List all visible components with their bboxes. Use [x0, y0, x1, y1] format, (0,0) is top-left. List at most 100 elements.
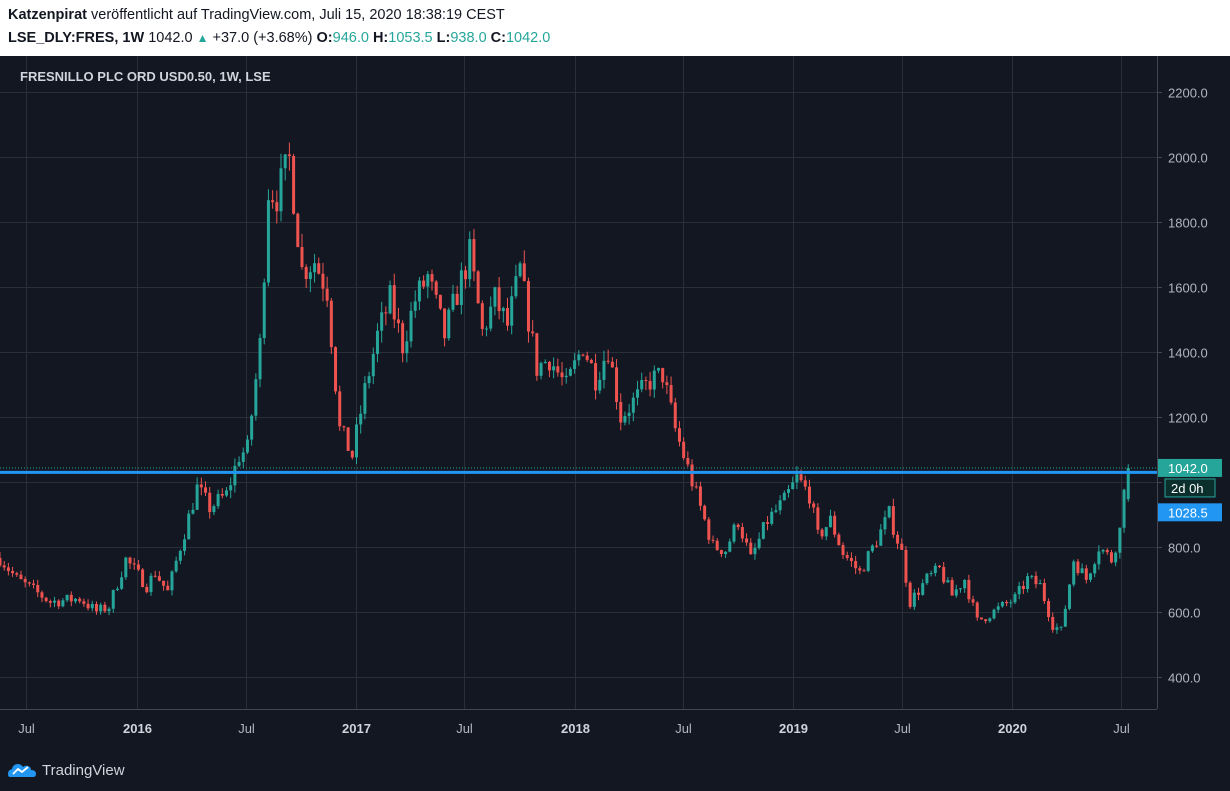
author-name[interactable]: Katzenpirat — [8, 7, 87, 23]
candle-body — [711, 539, 715, 541]
candle-body — [476, 271, 480, 304]
candle-body — [845, 555, 849, 558]
candle-down — [128, 556, 132, 570]
candle-down — [719, 549, 723, 558]
candle-body — [547, 361, 551, 371]
candle-body — [183, 539, 187, 551]
candle-down — [942, 561, 946, 585]
candle-down — [350, 450, 354, 460]
candle-down — [338, 385, 342, 431]
price-axis[interactable]: 400.0 600.0 800.0 1200.0 1400.0 1600.0 1800.0 2… — [1157, 86, 1208, 686]
candle-body — [443, 308, 447, 339]
open-value: 946.0 — [332, 30, 369, 46]
candle-body — [447, 309, 451, 339]
candle-down — [6, 562, 10, 576]
chart-area[interactable]: 400.0 600.0 800.0 1200.0 1400.0 1600.0 1800.0 2… — [0, 56, 1230, 750]
candle-body — [434, 281, 438, 295]
candle-body — [292, 156, 296, 214]
candle-body — [904, 549, 908, 583]
candle-up — [124, 556, 128, 580]
time-axis[interactable]: Jul 2016 Jul 2017 Jul 2018 Jul 2019 Jul 2020 Jul — [18, 721, 1130, 736]
candle-body — [992, 609, 996, 619]
candle-down — [547, 360, 551, 378]
candle-down — [141, 568, 145, 588]
candle-body — [350, 450, 354, 458]
candle-down — [40, 590, 44, 603]
candle-body — [27, 582, 31, 584]
candle-body — [833, 515, 837, 535]
candle-down — [610, 357, 614, 368]
candle-body — [15, 573, 19, 575]
candle-body — [313, 263, 317, 273]
candle-body — [828, 515, 832, 528]
countdown-label: 2d 0h — [1171, 481, 1204, 496]
close-value: 1042.0 — [505, 30, 551, 46]
candle-up — [65, 594, 69, 603]
candle-body — [1047, 601, 1051, 617]
candle-down — [967, 574, 971, 603]
price-tick-label: 2200.0 — [1168, 86, 1208, 101]
candle-down — [615, 359, 619, 410]
candle-up — [1068, 584, 1072, 611]
candle-down — [1021, 580, 1025, 595]
last-price-label: 1042.0 — [1168, 461, 1208, 476]
candle-down — [346, 427, 350, 451]
candle-up — [602, 350, 606, 389]
candle-up — [355, 417, 359, 465]
open-label: O: — [316, 30, 333, 46]
candle-body — [61, 600, 65, 607]
candle-down — [2, 560, 6, 571]
candle-body — [208, 492, 212, 513]
candle-down — [443, 308, 447, 347]
candle-down — [812, 501, 816, 513]
candle-up — [879, 524, 883, 546]
candle-body — [703, 505, 707, 520]
candle-body — [560, 372, 564, 378]
candle-body — [1118, 527, 1122, 553]
close-label: C: — [490, 30, 506, 46]
price-tick-label: 400.0 — [1168, 671, 1201, 686]
candle-down — [531, 320, 535, 337]
candle-up — [631, 392, 635, 422]
candle-down — [619, 393, 623, 431]
candle-up — [178, 549, 182, 565]
candle-down — [476, 270, 480, 304]
candle-body — [770, 511, 774, 524]
candle-down — [204, 481, 208, 497]
candle-down — [132, 557, 136, 570]
candle-body — [900, 543, 904, 550]
candle-body — [816, 507, 820, 530]
candle-down — [57, 599, 61, 610]
candle-body — [938, 565, 942, 568]
candle-down — [816, 503, 820, 535]
tradingview-logo[interactable]: TradingView — [8, 760, 125, 780]
candle-body — [120, 577, 124, 589]
candle-body — [233, 465, 237, 486]
candle-up — [866, 550, 870, 573]
candle-body — [677, 428, 681, 442]
candle-up — [174, 556, 178, 573]
candle-up — [187, 509, 191, 540]
candle-body — [455, 293, 459, 305]
candle-body — [224, 490, 228, 496]
candle-down — [606, 349, 610, 365]
candle-body — [308, 272, 312, 280]
candle-body — [0, 557, 2, 566]
candle-up — [1114, 551, 1118, 567]
brand-name: TradingView — [42, 761, 125, 779]
candle-body — [329, 300, 333, 348]
candlestick-chart[interactable]: 400.0 600.0 800.0 1200.0 1400.0 1600.0 1800.0 2… — [0, 56, 1230, 750]
candle-down — [19, 570, 23, 580]
candle-body — [875, 545, 879, 547]
candle-body — [724, 551, 728, 555]
candle-body — [187, 513, 191, 540]
horizontal-line-layer[interactable] — [0, 467, 1157, 474]
candle-down — [287, 142, 291, 171]
candle-body — [258, 338, 262, 380]
candle-body — [132, 563, 136, 565]
price-change: +37.0 (+3.68%) — [212, 30, 313, 46]
candle-body — [803, 480, 807, 487]
candle-body — [82, 601, 86, 604]
candle-up — [1101, 548, 1105, 555]
candle-body — [686, 458, 690, 465]
